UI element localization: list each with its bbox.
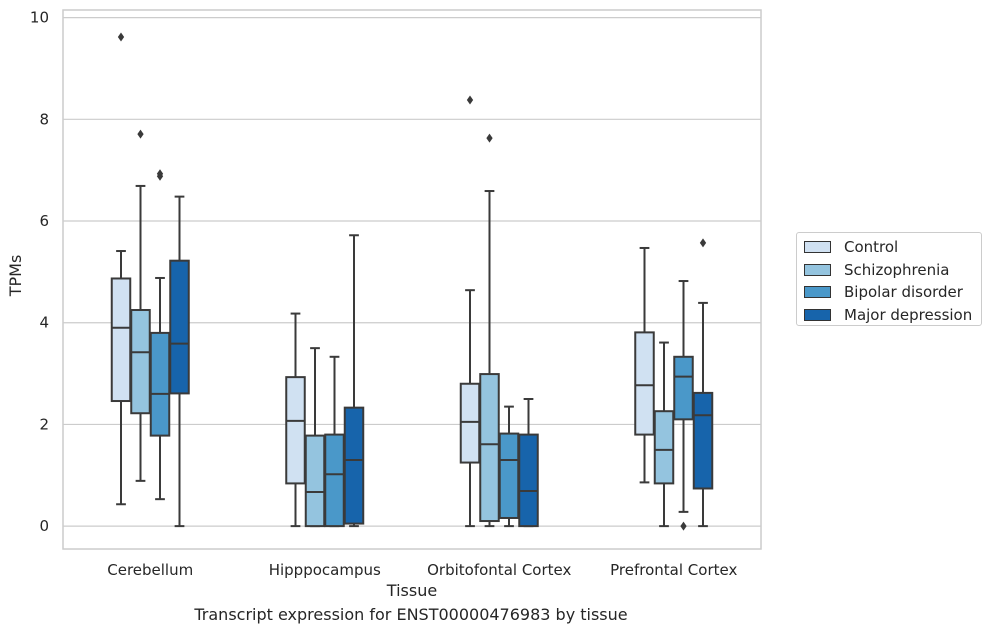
y-tick-label: 6 bbox=[39, 212, 49, 230]
legend-swatch bbox=[804, 241, 831, 254]
legend: Control Schizophrenia Bipolar disorder M… bbox=[796, 232, 982, 326]
outlier-point bbox=[137, 129, 144, 139]
legend-label: Bipolar disorder bbox=[844, 283, 963, 302]
legend-swatch bbox=[804, 286, 831, 299]
outlier-point bbox=[466, 95, 474, 105]
legend-item-major-depression: Major depression bbox=[804, 304, 981, 327]
box bbox=[518, 433, 539, 528]
box bbox=[149, 331, 171, 437]
y-axis-tick-labels: 0 2 4 6 8 10 bbox=[30, 9, 49, 535]
outlier-point bbox=[156, 169, 164, 179]
y-tick-label: 0 bbox=[39, 517, 49, 535]
plot-frame bbox=[62, 9, 762, 550]
y-tick-label: 10 bbox=[30, 9, 49, 27]
y-tick-label: 4 bbox=[39, 314, 49, 332]
box bbox=[304, 434, 326, 528]
chart-caption: Transcript expression for ENST0000047698… bbox=[194, 605, 628, 624]
box bbox=[692, 391, 714, 490]
legend-item-control: Control bbox=[804, 236, 981, 259]
legend-label: Major depression bbox=[844, 305, 973, 324]
box bbox=[459, 382, 481, 464]
x-axis-label: Tissue bbox=[386, 581, 437, 600]
legend-label: Control bbox=[844, 238, 899, 257]
legend-swatch bbox=[804, 263, 831, 276]
legend-label: Schizophrenia bbox=[844, 260, 950, 279]
box bbox=[673, 355, 694, 421]
outlier-point bbox=[680, 521, 687, 531]
legend-item-schizophrenia: Schizophrenia bbox=[804, 259, 981, 282]
x-tick-label: Orbitofontal Cortex bbox=[427, 561, 571, 579]
box bbox=[653, 410, 675, 485]
x-tick-label: Cerebellum bbox=[107, 561, 193, 579]
legend-item-bipolar-disorder: Bipolar disorder bbox=[804, 281, 981, 304]
outlier-point bbox=[117, 32, 125, 42]
y-tick-label: 2 bbox=[39, 415, 49, 433]
box bbox=[169, 259, 190, 395]
legend-swatch bbox=[804, 308, 831, 321]
y-axis-label: TPMs bbox=[6, 255, 25, 298]
box bbox=[498, 432, 520, 519]
box bbox=[130, 309, 151, 415]
box bbox=[479, 373, 500, 523]
outlier-point bbox=[486, 133, 493, 143]
x-tick-label: Prefrontal Cortex bbox=[610, 561, 737, 579]
outlier-point bbox=[699, 238, 707, 248]
y-tick-label: 8 bbox=[39, 110, 49, 128]
box bbox=[343, 406, 365, 525]
box bbox=[324, 433, 345, 528]
box bbox=[110, 277, 132, 403]
box bbox=[634, 331, 655, 436]
x-tick-label: Hipppocampus bbox=[269, 561, 381, 579]
box-plot-series bbox=[110, 32, 714, 531]
box bbox=[285, 376, 306, 485]
x-axis-tick-labels: Cerebellum Hipppocampus Orbitofontal Corte… bbox=[107, 561, 737, 579]
